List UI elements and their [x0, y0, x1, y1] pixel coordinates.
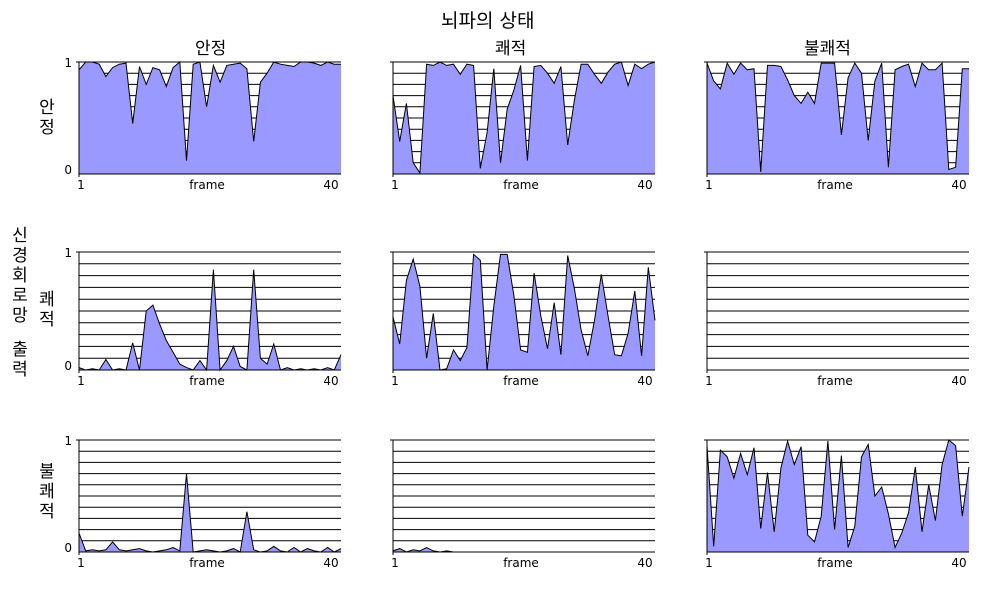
y-tick-bottom-label-unpleasant-stable: 0 — [64, 541, 72, 555]
x-tick-last-stable-stable: 40 — [323, 178, 338, 192]
x-axis-label-unpleasant-unpleasant: frame — [817, 556, 853, 570]
column-title-pleasant: 쾌적 — [495, 39, 527, 59]
x-tick-last-pleasant-unpleasant: 40 — [951, 374, 966, 388]
x-tick-last-unpleasant-stable: 40 — [323, 556, 338, 570]
y-tick-top-label-stable-stable: 1 — [64, 56, 72, 70]
x-tick-first-pleasant-unpleasant: 1 — [705, 374, 713, 388]
line-unpleasant-unpleasant — [706, 439, 970, 550]
column-title-unpleasant: 불쾌적 — [804, 39, 851, 59]
x-tick-last-unpleasant-pleasant: 40 — [637, 556, 652, 570]
line-pleasant-stable — [78, 269, 342, 372]
x-axis-label-pleasant-pleasant: frame — [503, 374, 539, 388]
x-tick-first-pleasant-pleasant: 1 — [391, 374, 399, 388]
x-tick-first-unpleasant-unpleasant: 1 — [705, 556, 713, 570]
x-tick-first-unpleasant-stable: 1 — [77, 556, 85, 570]
line-unpleasant-stable — [78, 473, 342, 553]
x-tick-last-unpleasant-unpleasant: 40 — [951, 556, 966, 570]
x-axis-label-unpleasant-pleasant: frame — [503, 556, 539, 570]
x-axis-label-pleasant-stable: frame — [189, 374, 225, 388]
line-stable-unpleasant — [706, 61, 969, 172]
column-title-stable: 안정 — [195, 39, 227, 59]
y-tick-top-label-unpleasant-stable: 1 — [64, 434, 72, 448]
x-axis-label-stable-pleasant: frame — [503, 178, 539, 192]
x-tick-last-pleasant-pleasant: 40 — [637, 374, 652, 388]
area-unpleasant-stable — [79, 473, 341, 552]
y-tick-top-label-pleasant-stable: 1 — [64, 246, 72, 260]
x-axis-label-stable-stable: frame — [189, 178, 225, 192]
area-stable-stable — [79, 62, 341, 174]
y-tick-bottom-label-pleasant-stable: 0 — [64, 359, 72, 373]
chart-title: 뇌파의 상태 — [441, 10, 535, 32]
x-axis-label-pleasant-unpleasant: frame — [817, 374, 853, 388]
line-stable-pleasant — [392, 61, 656, 175]
x-tick-last-stable-unpleasant: 40 — [951, 178, 966, 192]
area-stable-unpleasant — [707, 63, 969, 174]
x-axis-label-unpleasant-stable: frame — [189, 556, 225, 570]
line-stable-stable — [78, 60, 341, 161]
area-pleasant-pleasant — [393, 254, 655, 370]
x-tick-first-stable-unpleasant: 1 — [705, 178, 713, 192]
y-tick-bottom-label-stable-stable: 0 — [64, 163, 72, 177]
x-axis-label-stable-unpleasant: frame — [817, 178, 853, 192]
x-tick-first-unpleasant-pleasant: 1 — [391, 556, 399, 570]
x-tick-last-stable-pleasant: 40 — [637, 178, 652, 192]
x-tick-first-stable-stable: 1 — [77, 178, 85, 192]
x-tick-first-pleasant-stable: 1 — [77, 374, 85, 388]
line-pleasant-pleasant — [392, 253, 656, 371]
x-tick-first-stable-pleasant: 1 — [391, 178, 399, 192]
area-unpleasant-pleasant — [393, 547, 655, 552]
x-tick-last-pleasant-stable: 40 — [323, 374, 338, 388]
